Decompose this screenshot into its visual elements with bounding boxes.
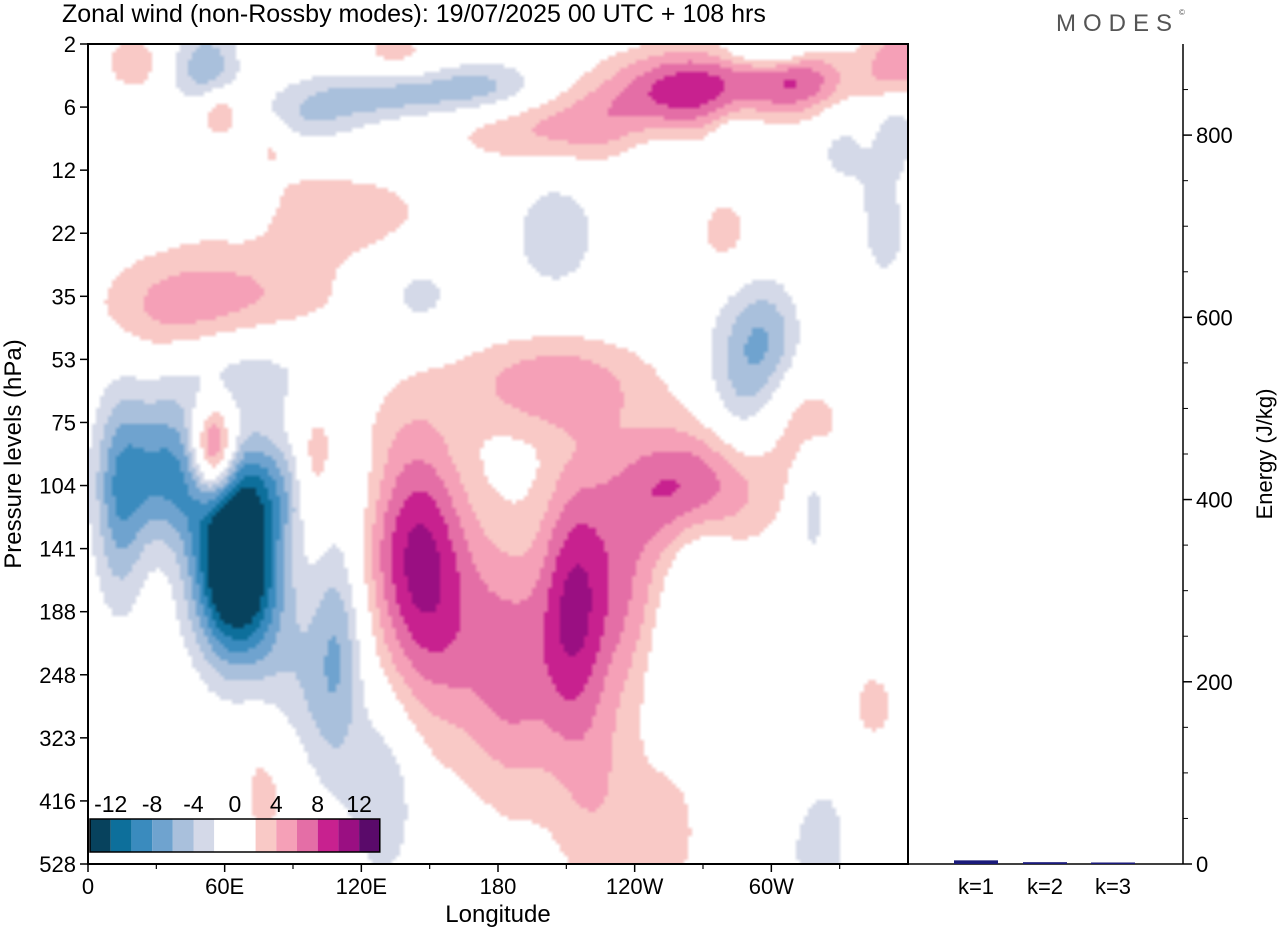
y-tick-label: 528 — [39, 852, 76, 877]
energy-tick-label: 400 — [1196, 488, 1233, 513]
y-tick-label: 22 — [52, 221, 76, 246]
y-tick-label: 35 — [52, 284, 76, 309]
colorbar-swatch — [152, 819, 173, 852]
energy-tick-label: 200 — [1196, 670, 1233, 695]
colorbar-label: 8 — [311, 791, 324, 817]
colorbar-label: -4 — [183, 791, 204, 817]
colorbar-label: 12 — [346, 791, 372, 817]
energy-bar — [1023, 862, 1067, 864]
energy-bar-label: k=2 — [1027, 874, 1063, 899]
colorbar-swatch — [359, 819, 380, 852]
y-tick-label: 104 — [39, 474, 76, 499]
colorbar-frame — [89, 818, 381, 853]
energy-tick-label: 800 — [1196, 123, 1233, 148]
x-tick-label: 60W — [749, 874, 794, 899]
colorbar-swatch — [297, 819, 318, 852]
y-tick-label: 53 — [52, 347, 76, 372]
colorbar-swatch — [234, 819, 256, 852]
colorbar-swatch — [214, 819, 235, 852]
colorbar: -12 -8 -4 0 4 8 12 — [89, 791, 381, 853]
colorbar-swatch — [90, 819, 111, 852]
energy-bar — [1091, 862, 1135, 864]
x-axis-label: Longitude — [445, 901, 550, 928]
y-tick-label: 141 — [39, 537, 76, 562]
y-tick-label: 6 — [64, 95, 76, 120]
y-tick-label: 2 — [64, 32, 76, 57]
energy-bar — [954, 860, 998, 864]
y-tick-label: 248 — [39, 663, 76, 688]
energy-bar-label: k=1 — [958, 874, 994, 899]
colorbar-swatch — [317, 819, 339, 852]
colorbar-swatch — [276, 819, 297, 852]
x-tick-label: 0 — [82, 874, 94, 899]
y-axis-label: Pressure levels (hPa) — [0, 339, 27, 568]
x-tick-label: 120W — [606, 874, 664, 899]
x-tick-label: 180 — [480, 874, 517, 899]
x-tick-label: 60E — [205, 874, 244, 899]
colorbar-swatch — [338, 819, 360, 852]
y-tick-label: 323 — [39, 726, 76, 751]
colorbar-swatch — [193, 819, 215, 852]
energy-panel — [908, 44, 1183, 864]
y-tick-label: 12 — [52, 158, 76, 183]
colorbar-label: 0 — [229, 791, 242, 817]
x-tick-label: 120E — [336, 874, 387, 899]
energy-tick-label: 600 — [1196, 305, 1233, 330]
colorbar-label: -8 — [142, 791, 162, 817]
y-tick-label: 416 — [39, 789, 76, 814]
logo-copyright-mark: © — [1179, 8, 1185, 17]
colorbar-swatch — [110, 819, 132, 852]
y-tick-label: 188 — [39, 600, 76, 625]
colorbar-label: 4 — [270, 791, 283, 817]
colorbar-label: -12 — [94, 791, 127, 817]
chart-title: Zonal wind (non-Rossby modes): 19/07/202… — [62, 0, 766, 28]
colorbar-swatch — [255, 819, 277, 852]
heatmap-field — [88, 44, 908, 864]
energy-tick-label: 0 — [1196, 852, 1208, 877]
energy-bar-label: k=3 — [1095, 874, 1131, 899]
colorbar-swatch — [131, 819, 153, 852]
colorbar-swatch — [172, 819, 194, 852]
logo-text: MODES — [1056, 10, 1180, 37]
energy-axis-label: Energy (J/kg) — [1252, 389, 1277, 520]
modes-logo: MODES© — [1056, 8, 1185, 38]
y-tick-label: 75 — [52, 410, 76, 435]
